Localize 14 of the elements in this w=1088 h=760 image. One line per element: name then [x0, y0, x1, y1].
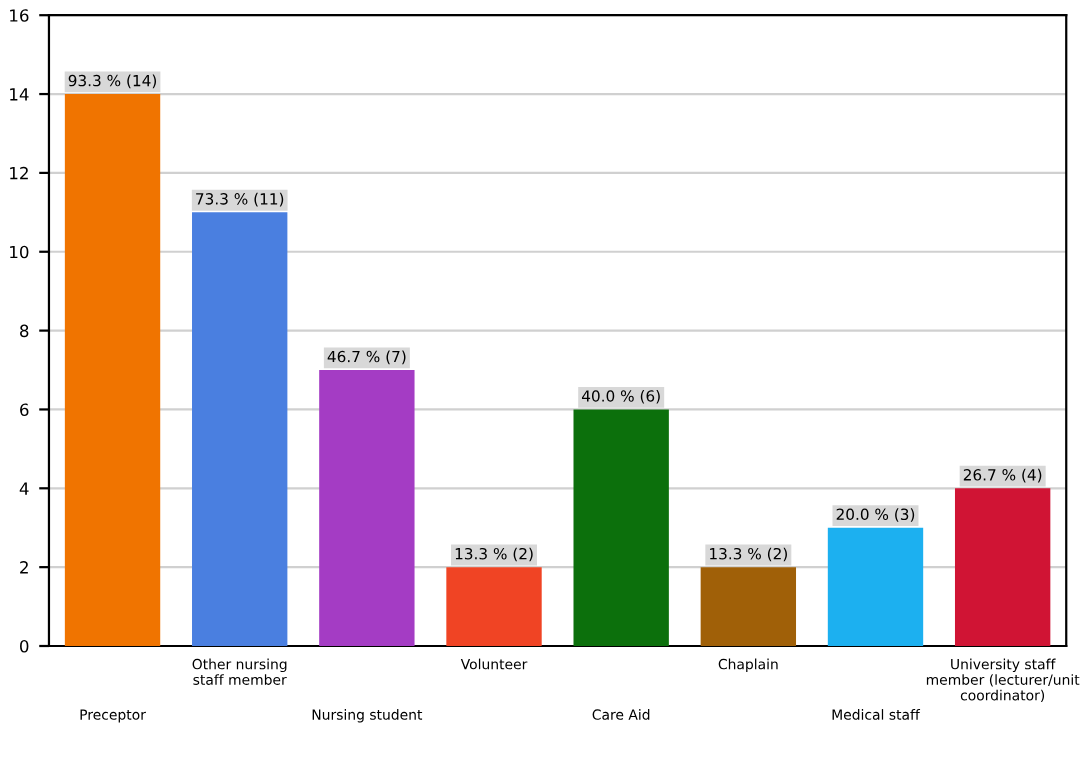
y-tick-label: 2	[20, 561, 28, 574]
y-tick-label: 10	[10, 245, 29, 259]
bar	[319, 370, 415, 646]
y-tick-label: 12	[10, 166, 28, 180]
y-tick-label: 4	[19, 482, 29, 495]
y-tick-label: 8	[20, 324, 29, 338]
bar	[64, 94, 161, 646]
y-tick-label: 14	[10, 88, 29, 101]
y-tick-label: 0	[20, 639, 29, 653]
bar	[954, 488, 1051, 646]
y-tick-label: 16	[10, 9, 29, 22]
bar	[827, 527, 924, 646]
bar	[446, 567, 542, 646]
y-tick-label: 6	[20, 403, 29, 417]
